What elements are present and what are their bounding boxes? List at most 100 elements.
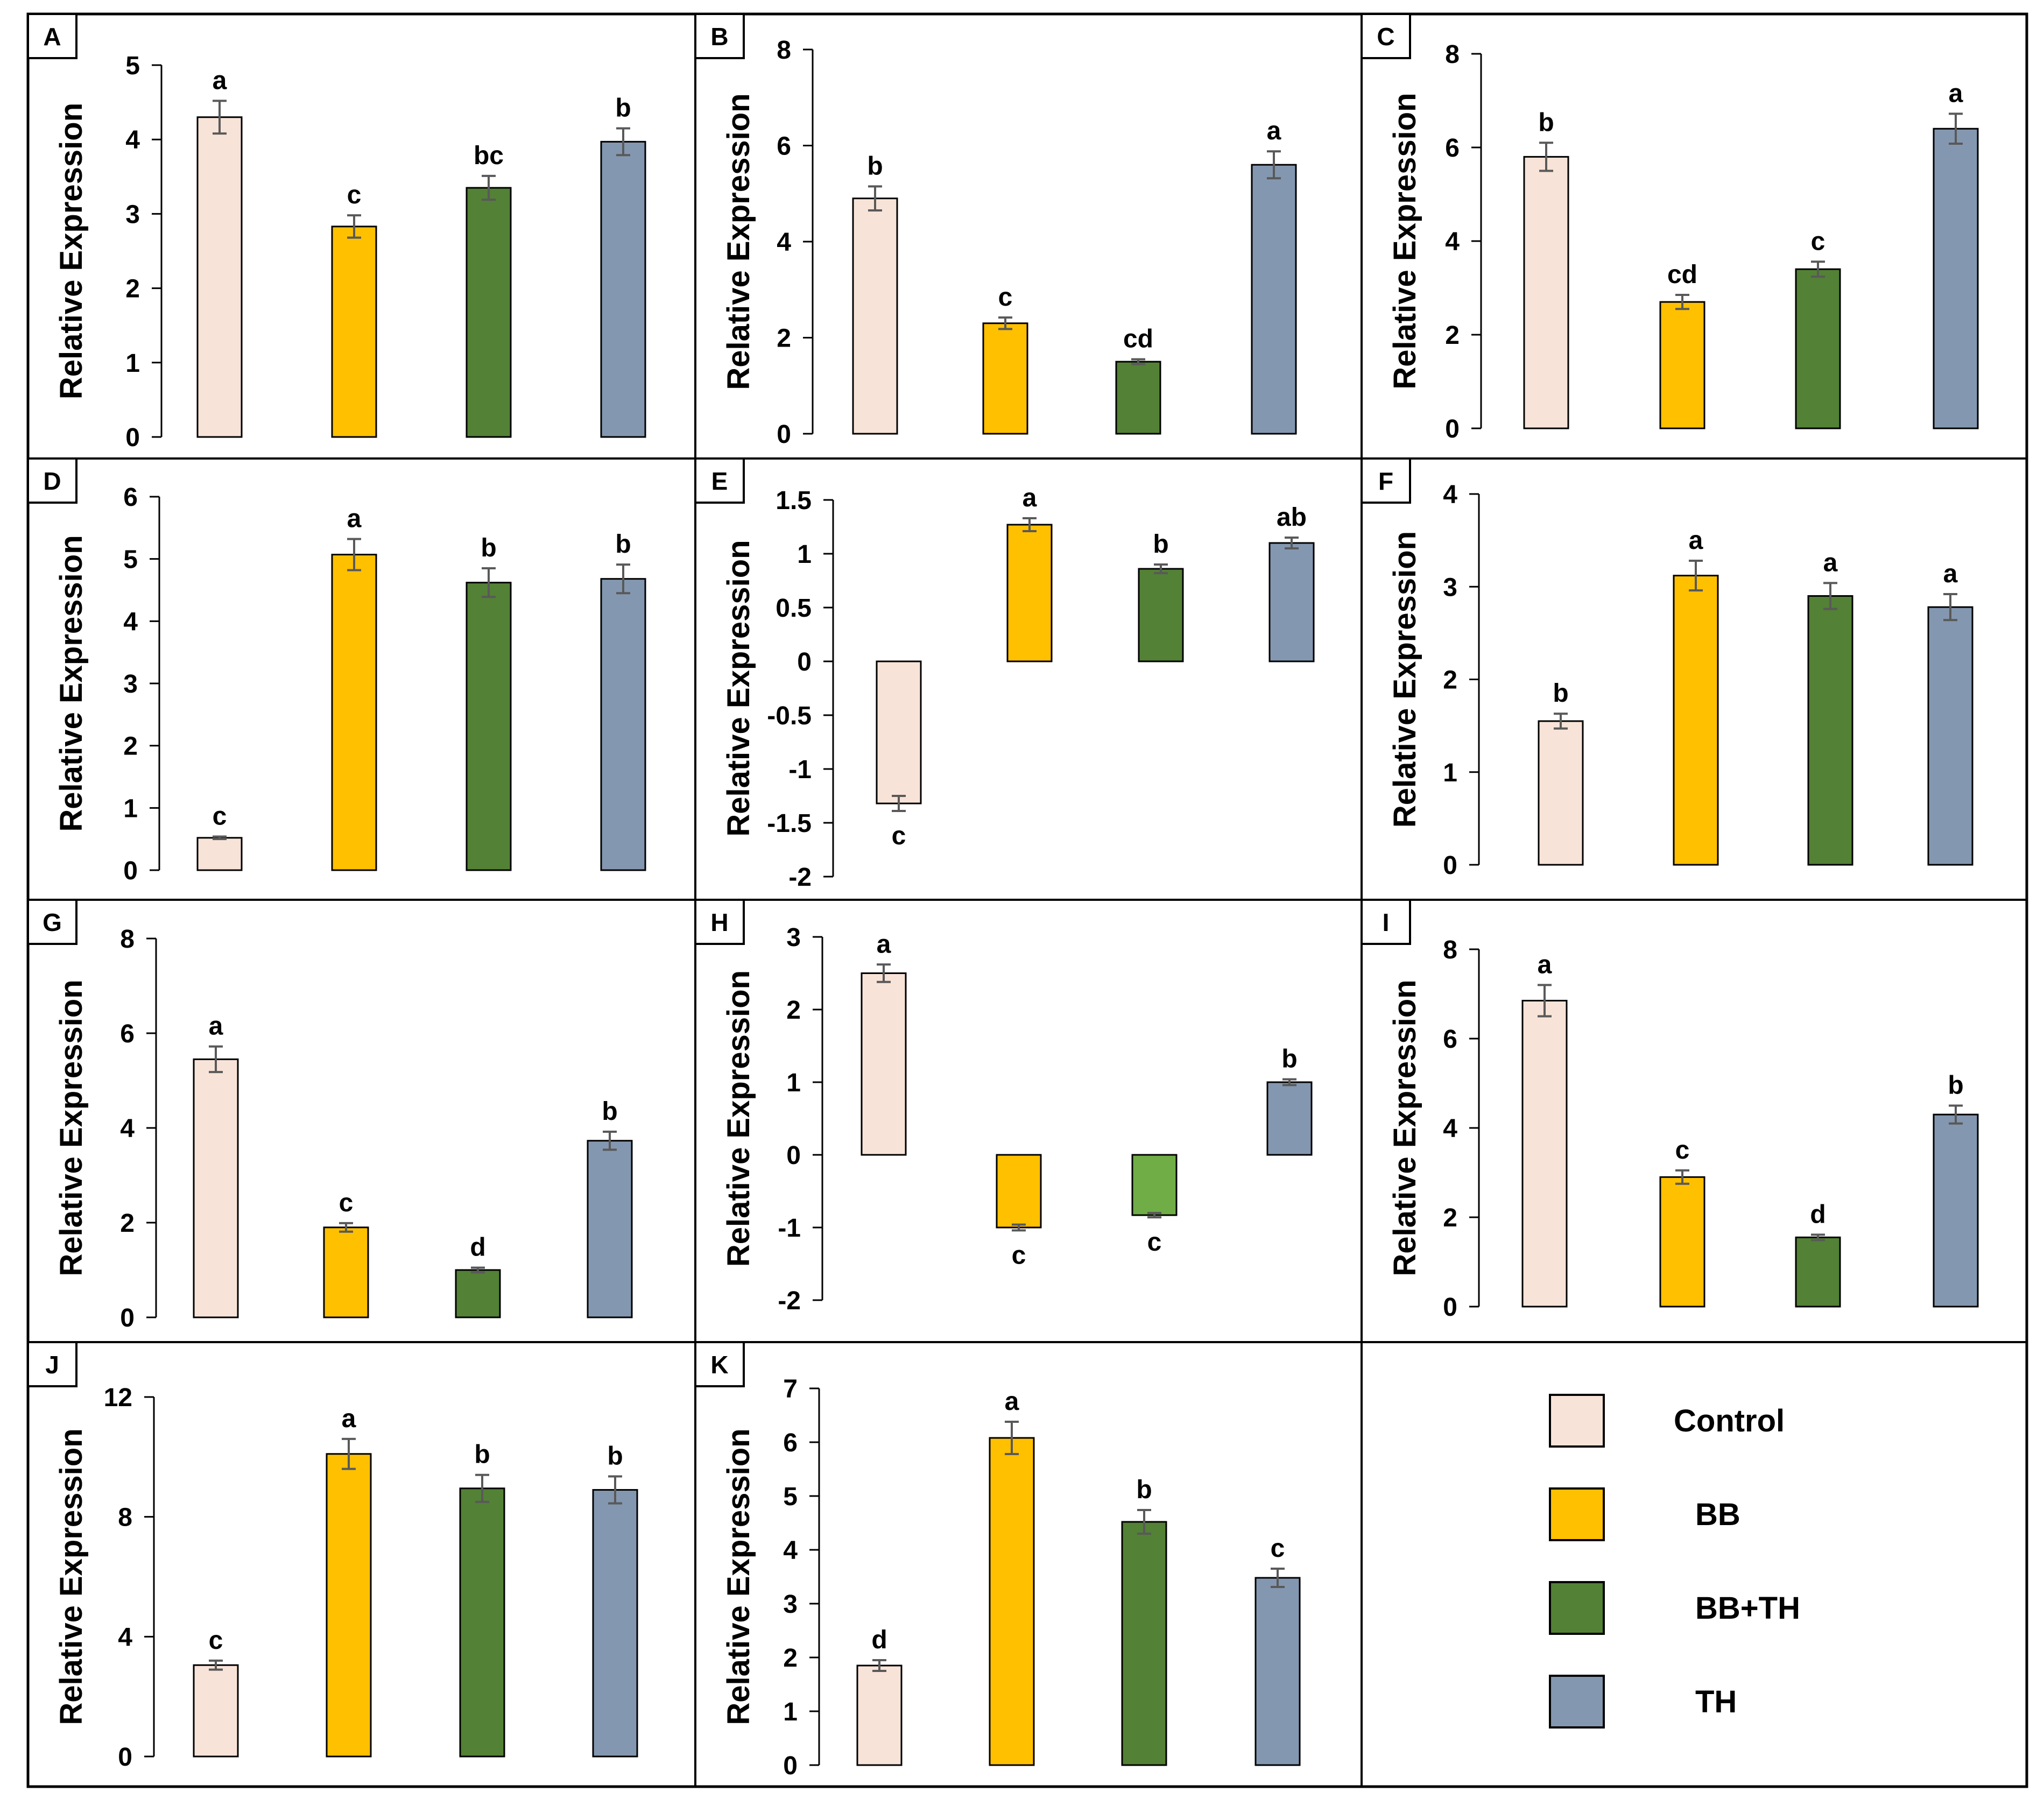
significance-letter: bc: [474, 142, 504, 170]
panel-h: H -2 -1 0 1 2 3 Relative Expression a c c b: [694, 899, 1313, 1315]
legend-label: TH: [1695, 1684, 1737, 1719]
y-axis-title: Relative Expression: [54, 103, 89, 399]
panel-label-box: [1361, 899, 1411, 945]
panel-a: A 0 1 2 3 4 5 Relative Expression a c bc b: [27, 13, 646, 452]
y-axis-title: Relative Expression: [721, 970, 756, 1267]
bar: [600, 140, 646, 438]
panel-label: E: [711, 467, 728, 495]
y-tick-label: 3: [786, 923, 801, 952]
significance-letter: c: [209, 1626, 223, 1655]
y-tick-label: 3: [125, 200, 140, 229]
y-tick-label: 8: [120, 925, 135, 954]
y-tick-label: 6: [1443, 1025, 1457, 1054]
y-tick-label: 2: [125, 275, 140, 304]
significance-letter: a: [347, 505, 362, 533]
panel-label: J: [45, 1351, 59, 1379]
y-tick-label: 0: [118, 1743, 132, 1772]
y-tick-label: -1: [788, 756, 812, 784]
y-axis-title: Relative Expression: [54, 979, 89, 1276]
significance-letter: c: [892, 822, 906, 850]
bar: [1795, 268, 1841, 429]
y-tick-label: 1: [125, 349, 140, 378]
legend-swatch: [1549, 1675, 1605, 1729]
y-axis-title: Relative Expression: [721, 1428, 756, 1725]
y-tick-label: 4: [1443, 481, 1457, 509]
significance-letter: b: [1948, 1071, 1963, 1100]
panel-label-box: [694, 13, 745, 59]
y-axis-title: Relative Expression: [721, 93, 756, 390]
y-tick-label: 3: [123, 670, 138, 699]
significance-letter: a: [1823, 548, 1838, 577]
significance-letter: a: [1689, 526, 1703, 555]
panel-f: F 0 1 2 3 4 Relative Expression b a a a: [1361, 457, 1973, 880]
significance-letter: d: [1810, 1200, 1825, 1229]
y-axis-title: Relative Expression: [1387, 979, 1422, 1276]
bar: [193, 1664, 239, 1758]
panel-label-box: [1361, 13, 1411, 59]
y-tick-label: 8: [777, 36, 791, 65]
y-tick-label: 8: [1443, 936, 1457, 964]
legend-swatch: [1549, 1581, 1605, 1635]
significance-letter: cd: [1123, 325, 1153, 354]
bar: [852, 197, 898, 435]
legend-swatch: [1549, 1487, 1605, 1541]
bar: [592, 1489, 638, 1758]
significance-letter: a: [1267, 117, 1281, 145]
y-tick-label: 0: [1443, 1293, 1457, 1322]
y-axis-title: Relative Expression: [54, 535, 89, 831]
panel-d: D 0 1 2 3 4 5 6 Relative Expression c a b b: [27, 457, 646, 885]
bar: [466, 582, 512, 871]
y-tick-label: 2: [1443, 1204, 1457, 1232]
panel-label-box: [27, 13, 77, 59]
significance-letter: a: [342, 1405, 356, 1433]
y-tick-label: 1: [783, 1698, 798, 1726]
y-tick-label: 4: [118, 1623, 132, 1652]
bar: [1523, 156, 1569, 429]
y-tick-label: 4: [123, 608, 138, 636]
panel-label: D: [43, 467, 61, 495]
panel-b: B 0 2 4 6 8 Relative Expression b c cd a: [694, 13, 1297, 449]
significance-letter: c: [1271, 1534, 1285, 1563]
significance-letter: a: [1943, 560, 1958, 588]
y-tick-label: 0: [777, 420, 791, 449]
panel-label: F: [1378, 467, 1393, 495]
bar: [982, 322, 1028, 435]
y-tick-label: 6: [120, 1020, 135, 1048]
significance-letter: b: [867, 152, 883, 180]
significance-letter: b: [1153, 530, 1168, 559]
significance-letter: b: [1538, 108, 1554, 137]
significance-letter: a: [213, 66, 227, 95]
bar: [996, 1154, 1042, 1229]
bar: [1933, 128, 1979, 429]
panel-g: G 0 2 4 6 8 Relative Expression a c d b: [27, 899, 633, 1332]
y-tick-label: 2: [786, 996, 801, 1025]
bar: [1807, 595, 1853, 866]
y-tick-label: 0.5: [776, 594, 812, 623]
legend-item: TH: [1549, 1675, 1737, 1729]
legend-label: BB+TH: [1695, 1591, 1800, 1626]
y-tick-label: -1: [778, 1214, 801, 1243]
y-tick-label: 1: [797, 540, 812, 569]
bar: [1121, 1521, 1167, 1766]
significance-letter: b: [481, 534, 496, 562]
y-tick-label: 2: [783, 1644, 798, 1673]
significance-letter: b: [615, 530, 631, 559]
significance-letter: a: [1949, 79, 1963, 108]
bar: [876, 660, 922, 805]
significance-letter: a: [1538, 950, 1552, 979]
y-tick-label: 4: [1443, 1114, 1457, 1143]
y-tick-label: 0: [797, 648, 812, 676]
bar: [193, 1058, 239, 1318]
bar: [861, 972, 907, 1156]
y-tick-label: 4: [120, 1114, 135, 1143]
legend-label: BB: [1695, 1497, 1740, 1532]
panel-label: B: [710, 23, 728, 51]
panel-label-box: [1361, 457, 1411, 504]
y-tick-label: 0: [1445, 415, 1460, 443]
legend-label: Control: [1674, 1403, 1785, 1438]
significance-letter: d: [871, 1626, 887, 1654]
bar: [1131, 1154, 1178, 1216]
y-tick-label: 7: [783, 1375, 798, 1403]
y-tick-label: 4: [125, 126, 140, 154]
legend-item: Control: [1549, 1394, 1785, 1448]
